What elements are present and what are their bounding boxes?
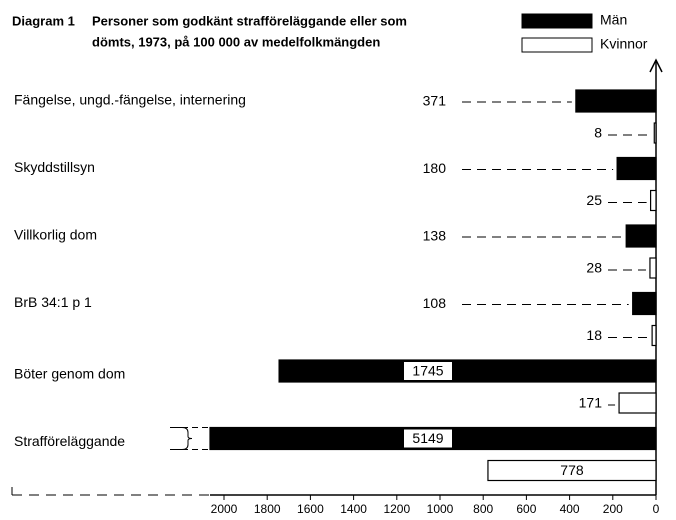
x-tick-label: 1800 (254, 502, 281, 516)
value-label: 171 (579, 395, 603, 411)
value-label: 371 (423, 93, 447, 109)
x-tick-label: 600 (516, 502, 536, 516)
value-label: 18 (586, 327, 602, 343)
value-label: 108 (423, 295, 447, 311)
bar (649, 257, 657, 279)
bar (649, 189, 657, 212)
category-label: Böter genom dom (14, 366, 125, 382)
diagram-label: Diagram 1 (12, 13, 75, 28)
bar (616, 156, 657, 181)
x-tick-label: 1000 (427, 502, 454, 516)
label-box (404, 429, 452, 448)
x-tick-label: 800 (473, 502, 493, 516)
bar (618, 392, 657, 414)
label-box (404, 362, 452, 380)
category-label: Villkorlig dom (14, 227, 97, 243)
title-line: Personer som godkänt strafföreläggande e… (92, 13, 407, 28)
category-label: Skyddstillsyn (14, 159, 95, 175)
legend-label: Kvinnor (600, 36, 648, 52)
x-tick-label: 0 (653, 502, 660, 516)
value-label: 138 (423, 228, 447, 244)
category-label: BrB 34:1 p 1 (14, 294, 92, 310)
bar-break (170, 427, 193, 450)
bar (278, 359, 657, 383)
category-label: Strafföreläggande (14, 433, 125, 449)
value-label: 1745 (412, 363, 443, 379)
category-label: Fängelse, ungd.-fängelse, internering (14, 92, 246, 108)
x-tick-label: 1600 (297, 502, 324, 516)
legend-swatch (521, 37, 593, 53)
bar (625, 224, 657, 248)
value-label: 180 (423, 160, 447, 176)
value-label: 25 (586, 192, 602, 208)
bar (487, 459, 657, 482)
x-tick-label: 1400 (340, 502, 367, 516)
value-label: 5149 (412, 430, 443, 446)
bar (575, 89, 657, 113)
value-label: 778 (560, 462, 584, 478)
bar (632, 291, 657, 316)
value-label: 8 (594, 125, 602, 141)
x-tick-label: 400 (560, 502, 580, 516)
title-line: dömts, 1973, på 100 000 av medelfolkmäng… (92, 34, 380, 49)
value-label: 28 (586, 260, 602, 276)
x-tick-label: 1200 (383, 502, 410, 516)
x-tick-label: 2000 (211, 502, 238, 516)
legend-swatch (521, 13, 593, 29)
x-tick-label: 200 (603, 502, 623, 516)
bar (653, 122, 657, 144)
axis-arrow (649, 58, 663, 73)
bar (651, 324, 657, 347)
legend-label: Män (600, 12, 627, 28)
